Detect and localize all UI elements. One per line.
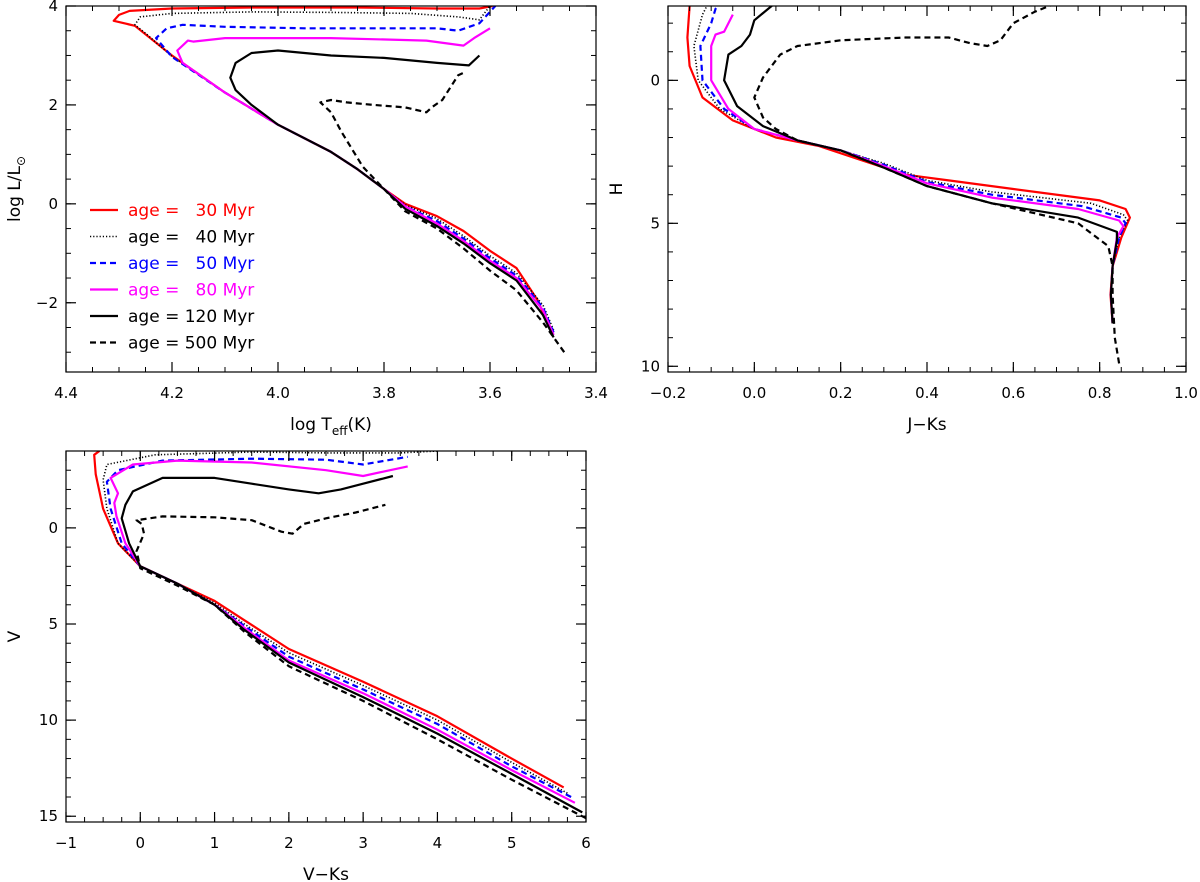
legend-label: age = 500 Myr (128, 334, 254, 354)
x-tick-label: 3.8 (372, 384, 396, 402)
y-tick-label: 5 (48, 615, 58, 633)
y-tick-label: 0 (650, 71, 660, 89)
x-tick-label: 0.2 (829, 384, 853, 402)
y-axis-label-sub: ⊙ (14, 156, 28, 166)
y-tick-label: −2 (36, 294, 58, 312)
series-line-500-myr (753, 6, 1121, 364)
x-tick-label: 6 (581, 834, 591, 852)
y-tick-label: 0 (48, 195, 58, 213)
y-tick-label: 4 (48, 0, 58, 15)
y-axis-label-main: V (5, 630, 25, 642)
x-tick-label: 0 (136, 834, 146, 852)
series-line-40-myr (102, 451, 568, 794)
x-tick-label: 3.4 (584, 384, 608, 402)
plot-frame (65, 450, 587, 823)
x-tick-label: 3.6 (478, 384, 502, 402)
y-axis-label-main: H (607, 183, 627, 196)
x-tick-label: 1 (210, 834, 220, 852)
series-line-120-myr (120, 474, 583, 814)
x-tick-label: 0.8 (1088, 384, 1112, 402)
y-tick-label: 10 (641, 357, 660, 375)
series-line-30-myr (93, 451, 565, 789)
y-tick-label: 2 (48, 96, 58, 114)
x-axis-label: V−Ks (303, 865, 349, 882)
series-line-50-myr (105, 455, 572, 798)
series-line-500-myr (135, 503, 586, 820)
legend: age = 30 Myr age = 40 Myr age = 50 Myr age … (90, 201, 254, 354)
series-line-50-myr (699, 6, 1127, 324)
series-line-120-myr (229, 49, 555, 338)
x-axis-label-suffix: (K) (347, 415, 371, 435)
x-axis-label-sub: eff (332, 424, 348, 438)
legend-label: age = 50 Myr (128, 254, 254, 274)
series-group (686, 6, 1131, 364)
x-axis-label-main: V−Ks (303, 865, 349, 882)
series-line-30-myr (686, 6, 1131, 324)
y-axis-label: H (607, 183, 627, 196)
x-tick-label: 0.0 (742, 384, 766, 402)
legend-label: age = 40 Myr (128, 228, 254, 248)
x-tick-label: −1 (55, 834, 77, 852)
y-tick-label: 15 (39, 807, 58, 825)
y-axis-label: V (5, 630, 25, 642)
y-axis-label-main: log L/L (5, 166, 25, 223)
panel-vk: −1 0 1 2 3 4 5 6 0 5 10 15 V−Ks V (5, 450, 591, 882)
y-tick-label: 10 (39, 711, 58, 729)
x-tick-label: 5 (507, 834, 517, 852)
x-tick-label: 3 (358, 834, 368, 852)
x-tick-label: 4.4 (54, 384, 78, 402)
x-axis-label-main: J−Ks (906, 415, 946, 435)
legend-label: age = 30 Myr (128, 201, 254, 221)
series-group (93, 451, 586, 820)
x-tick-label: 0.6 (1001, 384, 1025, 402)
series-line-80-myr (710, 14, 1125, 324)
x-tick-label: 4.2 (160, 384, 184, 402)
panel-hr: 4.4 4.2 4.0 3.8 3.6 3.4 −2 0 2 4 log Teff(K) log L/… (5, 0, 608, 438)
series-line-80-myr (109, 459, 576, 804)
x-axis-label: J−Ks (906, 415, 946, 435)
x-tick-label: 4.0 (266, 384, 290, 402)
series-line-120-myr (723, 6, 1118, 324)
legend-label: age = 80 Myr (128, 281, 254, 301)
series-line-40-myr (693, 6, 1129, 324)
y-tick-label: 0 (48, 519, 58, 537)
series-group (112, 6, 566, 353)
x-tick-label: 1.0 (1174, 384, 1198, 402)
series-line-500-myr (319, 71, 566, 353)
x-tick-label: −0.2 (650, 384, 686, 402)
x-tick-label: 0.4 (915, 384, 939, 402)
plot-frame (667, 5, 1187, 373)
y-axis-label: log L/L⊙ (5, 156, 28, 222)
x-tick-label: 4 (433, 834, 443, 852)
y-tick-label: 5 (650, 214, 660, 232)
x-tick-label: 2 (284, 834, 294, 852)
series-line-40-myr (134, 6, 555, 331)
x-axis-label-main: log T (290, 415, 332, 435)
panel-jh: −0.2 0.0 0.2 0.4 0.6 0.8 1.0 0 5 10 J−Ks H (607, 5, 1198, 435)
x-axis-label: log Teff(K) (290, 415, 372, 438)
legend-label: age = 120 Myr (128, 307, 254, 327)
series-line-80-myr (176, 27, 555, 336)
